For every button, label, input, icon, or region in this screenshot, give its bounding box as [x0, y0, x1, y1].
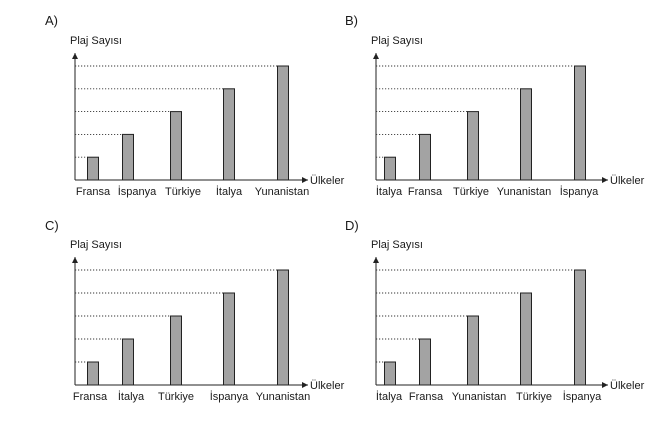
bar-4	[520, 292, 532, 386]
y-axis-label: Plaj Sayısı	[371, 239, 423, 251]
category-label: Türkiye	[516, 391, 552, 403]
y-axis-label: Plaj Sayısı	[70, 239, 122, 251]
bar-4	[223, 292, 235, 386]
bar-3	[467, 111, 479, 181]
y-axis-arrow	[72, 53, 78, 59]
category-label: İspanya	[560, 185, 599, 198]
category-label: Türkiye	[158, 391, 194, 403]
y-axis-label: Plaj Sayısı	[371, 35, 423, 47]
category-label: Fransa	[73, 391, 108, 403]
option-label: D)	[345, 218, 359, 233]
y-axis-arrow	[72, 257, 78, 263]
bar-1	[384, 156, 396, 181]
category-label: İspanya	[210, 390, 249, 403]
category-label: İspanya	[563, 390, 602, 403]
category-label: Yunanistan	[256, 391, 310, 403]
bar-3	[170, 315, 182, 386]
x-axis-label: Ülkeler	[310, 380, 345, 392]
bar-5	[574, 269, 586, 386]
chart-panel-3: C) Plaj Sayısı Ülkeler Fransa İtalya Türkiye İ…	[45, 218, 345, 403]
x-axis-arrow	[602, 382, 608, 388]
category-label: Fransa	[408, 186, 443, 198]
bar-4	[520, 88, 532, 181]
option-label: B)	[345, 13, 358, 28]
bar-5	[574, 65, 586, 181]
bar-5	[277, 269, 289, 386]
category-label: Fransa	[76, 186, 111, 198]
option-label: A)	[45, 13, 58, 28]
x-axis-arrow	[302, 382, 308, 388]
category-label: İtalya	[216, 185, 243, 198]
category-label: Türkiye	[453, 186, 489, 198]
category-label: Yunanistan	[255, 186, 309, 198]
bar-1	[384, 361, 396, 386]
y-axis-arrow	[373, 53, 379, 59]
y-axis-arrow	[373, 257, 379, 263]
bar-2	[122, 338, 134, 386]
bar-1	[87, 156, 99, 181]
bar-3	[467, 315, 479, 386]
option-label: C)	[45, 218, 59, 233]
category-label: İtalya	[376, 185, 403, 198]
category-label: Türkiye	[165, 186, 201, 198]
x-axis-label: Ülkeler	[610, 175, 645, 187]
category-label: İtalya	[376, 390, 403, 403]
chart-panel-4: D) Plaj Sayısı Ülkeler İtalya Fransa Yunanist…	[345, 218, 645, 403]
category-label: Yunanistan	[497, 186, 551, 198]
category-label: Fransa	[409, 391, 444, 403]
bar-2	[122, 133, 134, 181]
bar-3	[170, 111, 182, 181]
bar-5	[277, 65, 289, 181]
category-label: Yunanistan	[452, 391, 506, 403]
bar-4	[223, 88, 235, 181]
x-axis-arrow	[302, 177, 308, 183]
chart-panel-2: B) Plaj Sayısı Ülkeler İtalya Fransa Türkiye Y…	[345, 13, 645, 198]
y-axis-label: Plaj Sayısı	[70, 35, 122, 47]
bar-2	[419, 133, 431, 181]
x-axis-arrow	[602, 177, 608, 183]
bar-1	[87, 361, 99, 386]
category-label: İtalya	[118, 390, 145, 403]
x-axis-label: Ülkeler	[310, 175, 345, 187]
x-axis-label: Ülkeler	[610, 380, 645, 392]
chart-panel-1: A) Plaj Sayısı Ülkeler Fransa İspanya Türkiye…	[45, 13, 345, 198]
bar-2	[419, 338, 431, 386]
category-label: İspanya	[118, 185, 157, 198]
